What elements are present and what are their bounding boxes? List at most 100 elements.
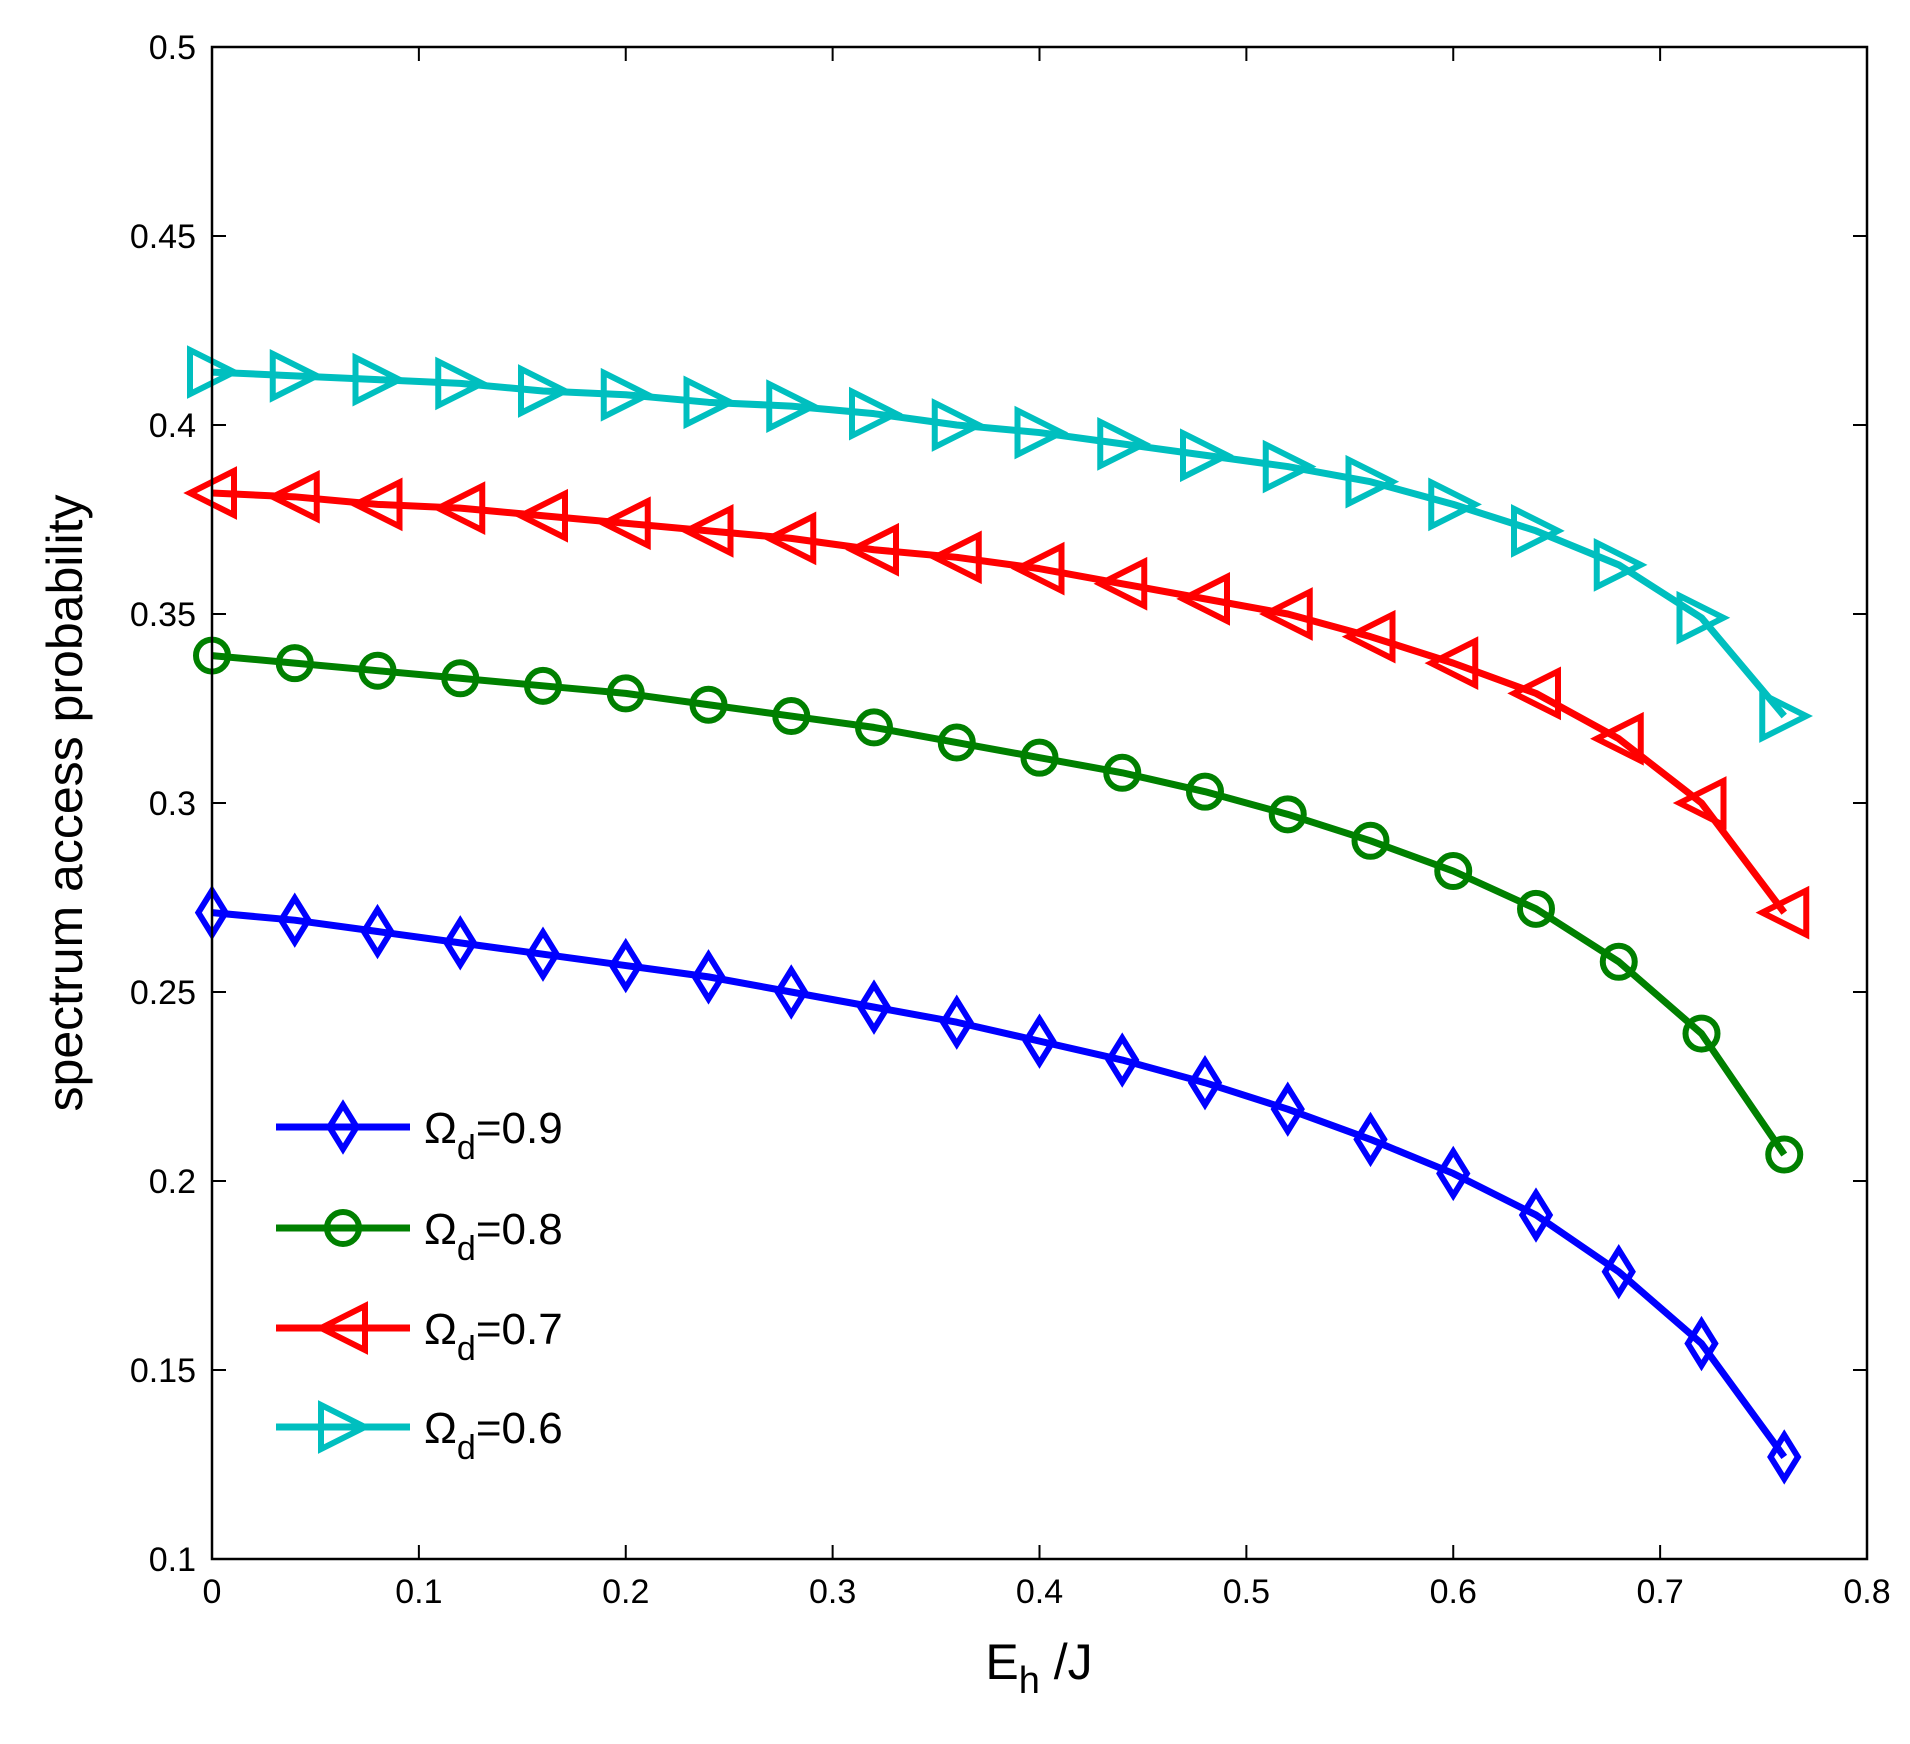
y-tick-label: 0.15: [130, 1352, 196, 1390]
legend-symbol: Ω: [424, 1404, 457, 1453]
data-point-0-7: [774, 964, 809, 1020]
data-point-2-1: [266, 469, 320, 524]
data-point-3-18: [1676, 590, 1731, 645]
data-point-3-7: [766, 379, 820, 433]
data-point-3-14: [1345, 454, 1400, 509]
data-point-0-5: [608, 937, 643, 994]
data-point-0-9: [939, 994, 974, 1050]
data-point-2-8: [845, 522, 899, 577]
data-point-2-16: [1507, 666, 1561, 721]
data-point-3-9: [931, 398, 986, 452]
x-tick-label: 0.2: [602, 1573, 649, 1611]
data-point-1-1: [275, 644, 314, 683]
data-point-1-3: [441, 659, 480, 698]
data-point-2-3: [431, 481, 486, 536]
data-point-1-6: [689, 685, 728, 724]
data-point-0-13: [1270, 1081, 1305, 1137]
x-axis-title: Eh /J: [985, 1634, 1092, 1702]
data-point-0-6: [691, 949, 726, 1005]
data-point-0-3: [443, 915, 478, 971]
x-tick-label: 0.4: [1016, 1573, 1063, 1611]
y-tick-label: 0.3: [149, 785, 196, 823]
data-point-2-18: [1672, 776, 1727, 830]
data-point-3-13: [1262, 439, 1317, 494]
data-point-2-2: [348, 477, 403, 532]
legend-item-3: Ωd=0.6: [276, 1400, 563, 1467]
legend-marker-3: [318, 1400, 372, 1454]
data-point-1-14: [1351, 821, 1390, 860]
y-tick-label: 0.25: [130, 974, 196, 1012]
data-point-2-5: [597, 496, 651, 551]
data-point-2-11: [1093, 556, 1148, 611]
legend-item-0: Ωd=0.9: [276, 1099, 563, 1167]
legend-marker-2: [314, 1301, 368, 1355]
y-tick-label: 0.5: [149, 29, 196, 67]
data-point-0-15: [1436, 1145, 1471, 1202]
x-tick-label: 0.3: [809, 1573, 856, 1611]
legend-symbol: Ω: [424, 1305, 457, 1354]
data-point-1-4: [524, 666, 562, 705]
data-point-3-16: [1511, 503, 1565, 558]
legend-value: =0.8: [476, 1205, 563, 1254]
legend-symbol: Ω: [424, 1205, 457, 1254]
legend-item-1: Ωd=0.8: [276, 1205, 563, 1268]
data-point-3-5: [600, 367, 655, 422]
legend-label-0: Ωd=0.9: [424, 1104, 563, 1167]
data-point-1-8: [855, 708, 893, 747]
legend-marker-0: [325, 1099, 361, 1155]
data-point-2-4: [514, 488, 568, 543]
data-point-1-12: [1186, 772, 1224, 811]
y-tick-label: 0.4: [149, 407, 196, 445]
data-point-0-19: [1767, 1429, 1802, 1485]
data-point-2-15: [1424, 636, 1479, 690]
data-point-0-11: [1105, 1032, 1140, 1088]
data-point-2-10: [1010, 541, 1065, 596]
data-point-0-2: [360, 903, 395, 960]
legend-marker-1: [324, 1209, 362, 1247]
legend-value: =0.7: [476, 1305, 563, 1354]
data-point-0-4: [525, 926, 561, 982]
y-tick-label: 0.2: [149, 1163, 196, 1201]
data-point-1-15: [1434, 852, 1473, 891]
data-point-3-2: [352, 352, 407, 407]
x-axis-title-subscript: h: [1019, 1660, 1040, 1702]
x-tick-label: 0: [203, 1573, 222, 1611]
data-point-3-1: [269, 349, 324, 403]
legend-value: =0.6: [476, 1404, 563, 1453]
data-point-0-14: [1353, 1111, 1388, 1168]
legend-subscript: d: [457, 1429, 476, 1467]
data-point-1-7: [772, 697, 811, 736]
data-point-2-12: [1176, 572, 1230, 626]
x-tick-label: 0.1: [395, 1573, 442, 1611]
data-point-3-17: [1593, 538, 1648, 592]
data-point-0-16: [1518, 1187, 1554, 1243]
data-point-3-4: [518, 364, 572, 418]
y-tick-label: 0.45: [130, 218, 196, 256]
data-point-0-17: [1601, 1244, 1636, 1300]
data-point-0-8: [856, 979, 892, 1035]
legend-label-2: Ωd=0.7: [424, 1305, 563, 1368]
data-point-1-11: [1103, 753, 1142, 792]
data-point-1-2: [358, 651, 397, 690]
legend-symbol: Ω: [424, 1104, 457, 1153]
series-0: [194, 884, 1802, 1485]
legend-subscript: d: [457, 1129, 476, 1167]
data-point-3-8: [849, 386, 903, 441]
data-point-1-16: [1517, 889, 1555, 928]
data-point-3-15: [1428, 477, 1482, 532]
x-tick-label: 0.5: [1223, 1573, 1270, 1611]
data-point-0-18: [1684, 1315, 1719, 1372]
data-point-1-9: [937, 723, 976, 762]
x-tick-label: 0.8: [1843, 1573, 1890, 1611]
data-point-2-9: [928, 530, 982, 585]
data-point-1-17: [1599, 942, 1638, 981]
data-point-1-13: [1268, 795, 1307, 834]
data-point-1-18: [1682, 1014, 1721, 1053]
x-tick-label: 0.7: [1636, 1573, 1683, 1611]
legend-label-3: Ωd=0.6: [424, 1404, 563, 1467]
y-axis-title: spectrum access probability: [37, 495, 93, 1112]
series-3: [187, 345, 1813, 743]
data-point-2-19: [1755, 885, 1810, 940]
